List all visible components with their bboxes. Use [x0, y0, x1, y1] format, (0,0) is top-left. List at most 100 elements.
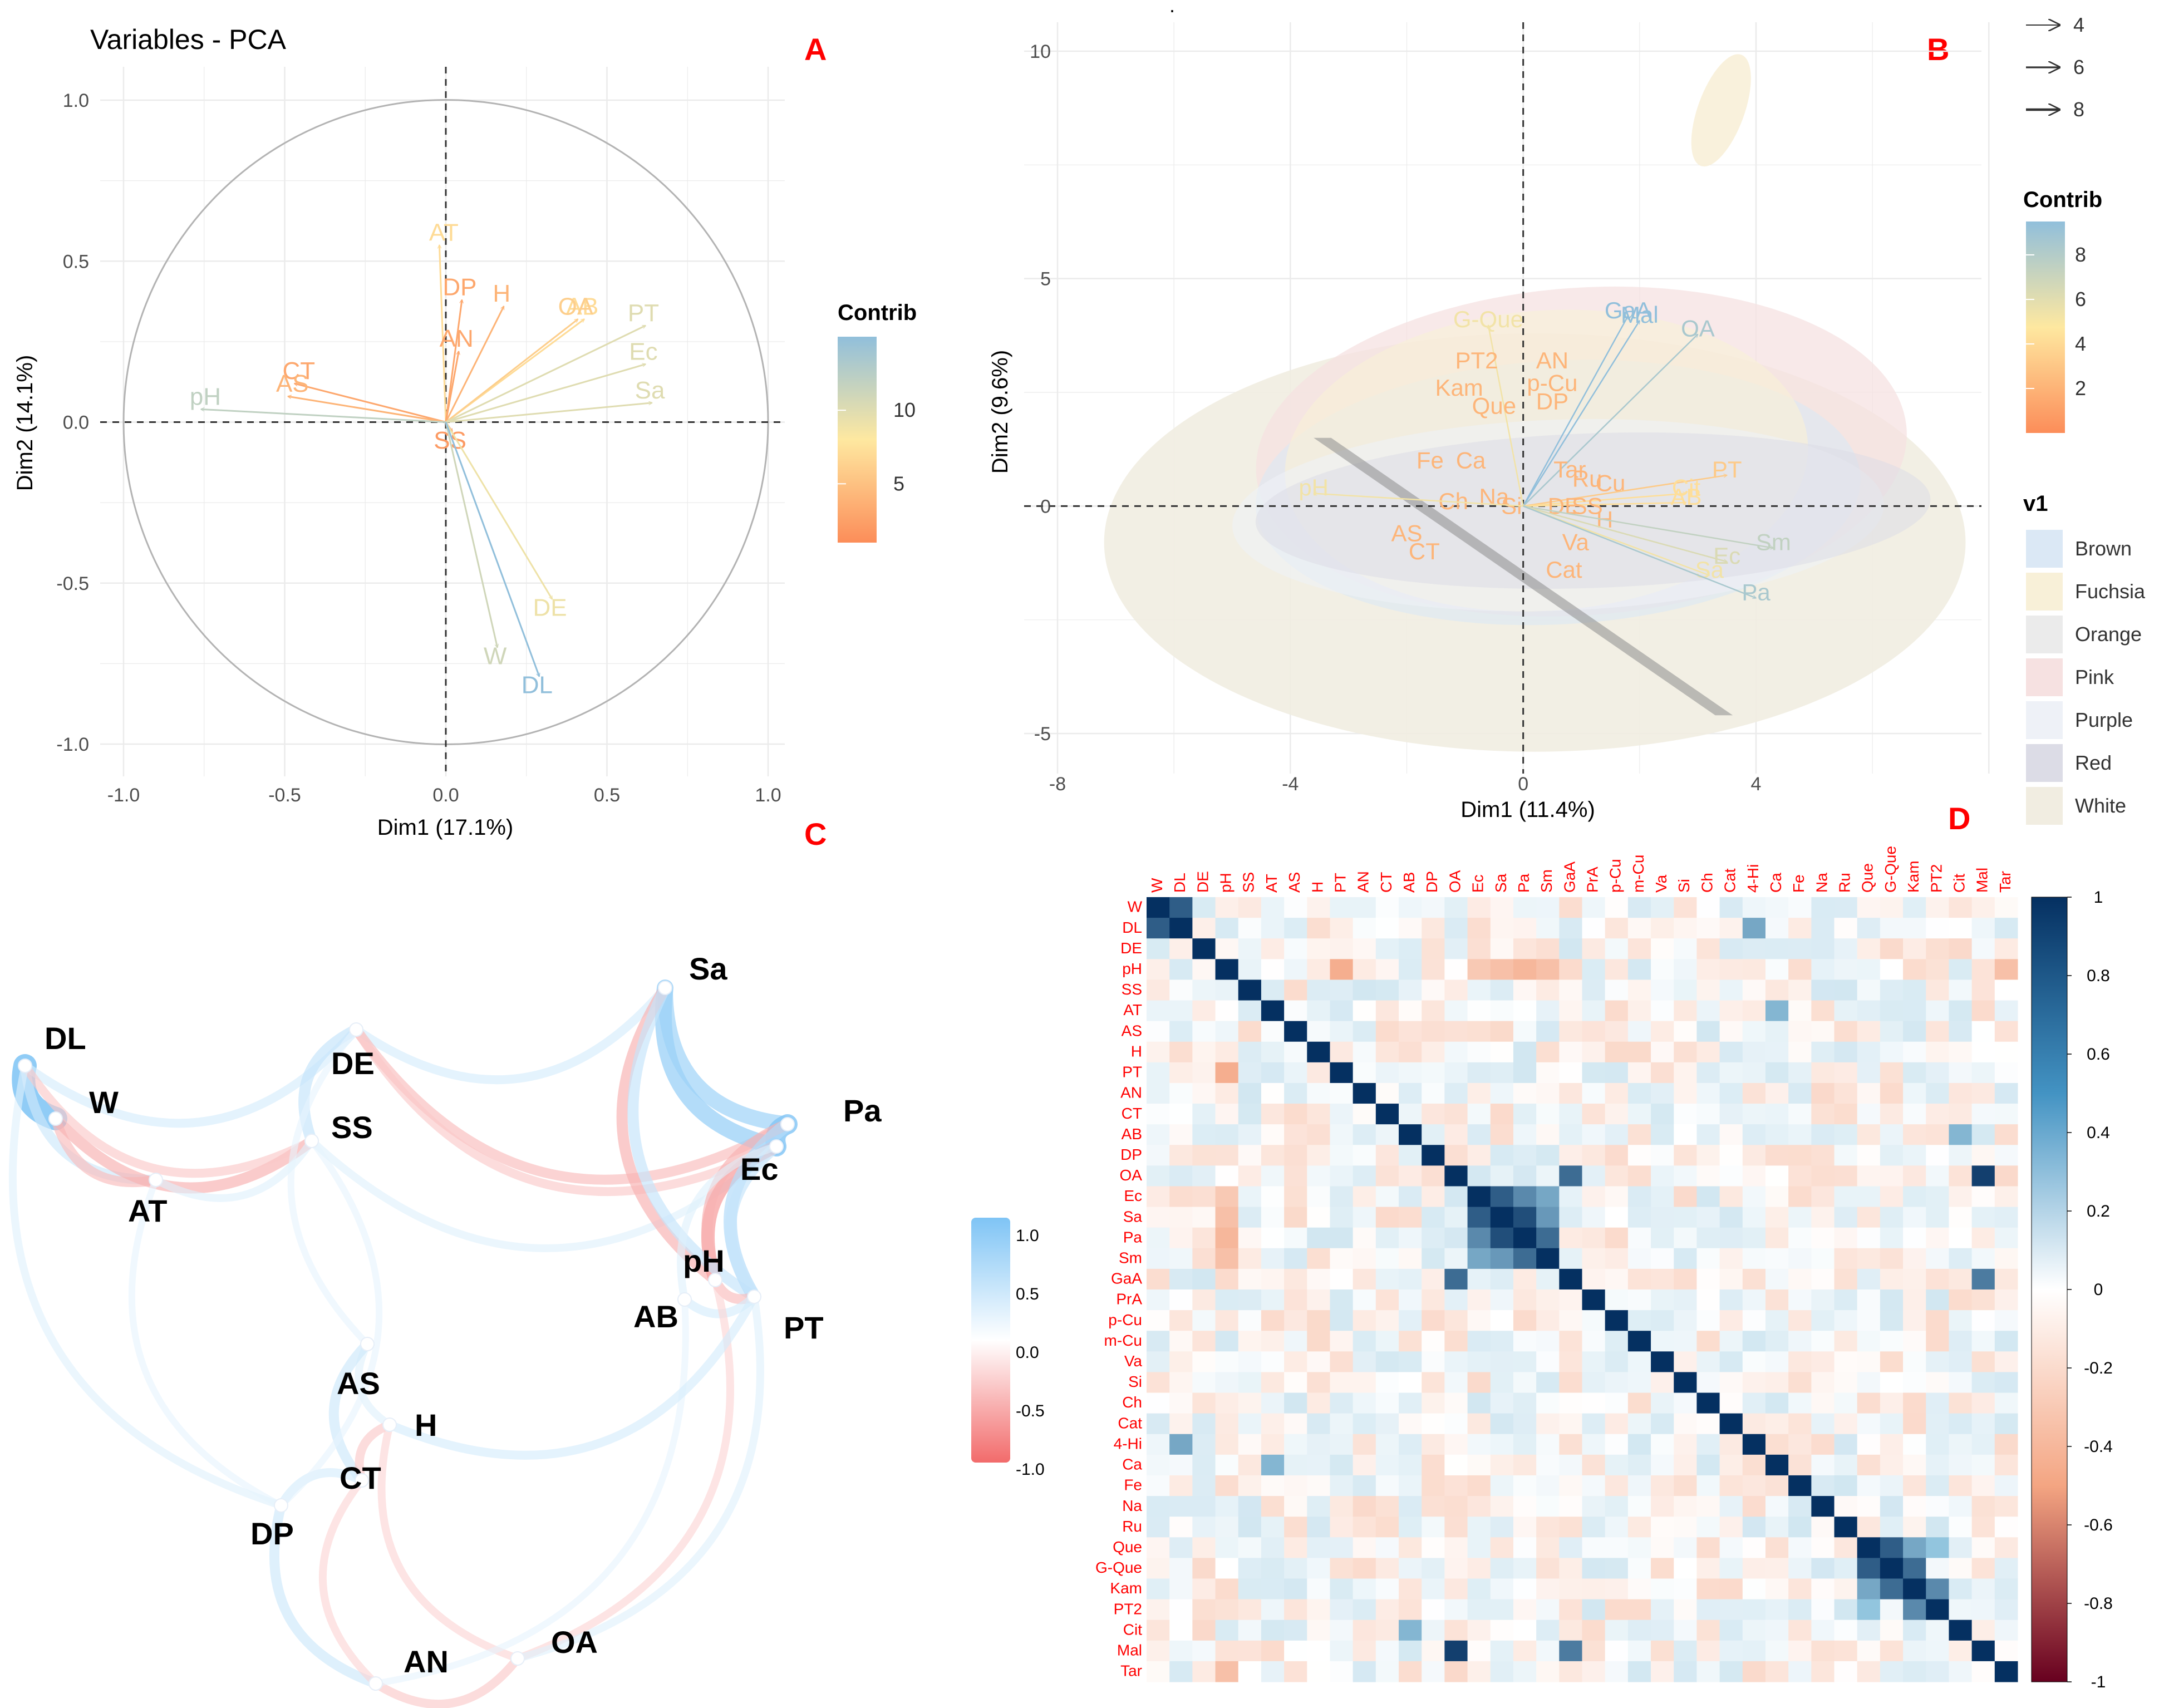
heatmap-cell [1971, 1578, 1995, 1600]
heatmap-cell [1375, 1310, 1399, 1331]
heatmap-cell [1422, 1392, 1445, 1414]
heatmap-cell [1147, 1310, 1170, 1331]
network-edge [355, 1420, 394, 1485]
heatmap-cell [1880, 1207, 1904, 1228]
heatmap-cell [1169, 1207, 1193, 1228]
heatmap-cell [1330, 1289, 1354, 1311]
heatmap-cell [1605, 918, 1629, 939]
heatmap-cell [1903, 1434, 1926, 1455]
heatmap-cell [1651, 918, 1674, 939]
heatmap-cell [1215, 1496, 1239, 1517]
heatmap-cell [1307, 1021, 1330, 1042]
heatmap-cell [1467, 1186, 1491, 1208]
heatmap-row-label: Kam [1110, 1579, 1142, 1597]
heatmap-cell [1719, 1062, 1743, 1084]
heatmap-cell [1399, 897, 1422, 918]
heatmap-cell [1582, 1599, 1606, 1621]
panel-a-y-tick-label: 1.0 [63, 90, 89, 111]
heatmap-cell [1903, 1413, 1926, 1435]
heatmap-row-label: GaA [1111, 1270, 1142, 1287]
heatmap-cell [1719, 1454, 1743, 1476]
heatmap-cell [1788, 1578, 1812, 1600]
heatmap-cell [1674, 1558, 1697, 1579]
heatmap-cell [1490, 1640, 1514, 1662]
heatmap-cell [1582, 1082, 1606, 1104]
heatmap-cell [1559, 1620, 1582, 1641]
panel-a-y-tick-label: -1.0 [56, 734, 89, 755]
heatmap-row-label: W [1128, 898, 1143, 915]
heatmap-cell [1444, 1558, 1468, 1579]
heatmap-cell [1353, 1640, 1376, 1662]
heatmap-cell [1169, 1310, 1193, 1331]
heatmap-cell [1559, 1021, 1582, 1042]
heatmap-cell [1834, 1517, 1858, 1538]
heatmap-col-label: Cat [1722, 868, 1739, 893]
heatmap-cell [1215, 1268, 1239, 1290]
heatmap-cell [1513, 1475, 1537, 1497]
heatmap-cell [1582, 1021, 1606, 1042]
heatmap-cell [1811, 1165, 1835, 1187]
heatmap-cell [1949, 1310, 1973, 1331]
heatmap-cell [1834, 1620, 1858, 1641]
heatmap-cell [1307, 959, 1330, 980]
heatmap-cell [1788, 1082, 1812, 1104]
heatmap-cell [1559, 1145, 1582, 1166]
heatmap-cell [1444, 1104, 1468, 1125]
heatmap-cell [1307, 1599, 1330, 1621]
colorbar-tick-label: 2 [2075, 377, 2086, 400]
heatmap-cell [1353, 1165, 1376, 1187]
heatmap-cell [1307, 1517, 1330, 1538]
heatmap-cell [1353, 1413, 1376, 1435]
heatmap-cell [1559, 938, 1582, 959]
heatmap-cell [1444, 1351, 1468, 1372]
heatmap-cell [1490, 1062, 1514, 1084]
heatmap-cell [1490, 1268, 1514, 1290]
size-legend-label: 8 [2073, 98, 2084, 121]
heatmap-cell [1857, 1000, 1881, 1022]
heatmap-cell [1674, 918, 1697, 939]
pca-arrow-Ec [445, 364, 646, 423]
heatmap-cell [1536, 1392, 1560, 1414]
heatmap-cell [1949, 1186, 1973, 1208]
heatmap-cell [1238, 1289, 1262, 1311]
heatmap-cell [1926, 1661, 1949, 1682]
heatmap-cell [1903, 1062, 1926, 1084]
heatmap-cell [1284, 1062, 1307, 1084]
heatmap-cell [1926, 1392, 1949, 1414]
heatmap-cell [1696, 1186, 1720, 1208]
heatmap-cell [1147, 1041, 1170, 1063]
heatmap-cell [1926, 1310, 1949, 1331]
heatmap-cell [1444, 1289, 1468, 1311]
network-node-label: DL [45, 1021, 86, 1056]
heatmap-cell [1490, 1351, 1514, 1372]
heatmap-cell [1926, 1413, 1949, 1435]
heatmap-cell [1765, 1227, 1789, 1249]
heatmap-cell [1261, 938, 1285, 959]
pca-var-label: CT [1409, 538, 1440, 564]
colorbar-tick-label: -0.6 [2084, 1516, 2113, 1534]
heatmap-row-label: SS [1122, 981, 1142, 998]
heatmap-cell [1719, 1661, 1743, 1682]
heatmap-cell [1811, 1207, 1835, 1228]
heatmap-cell [1949, 1392, 1973, 1414]
heatmap-cell [1147, 1082, 1170, 1104]
heatmap-cell [1513, 1310, 1537, 1331]
heatmap-cell [1674, 1454, 1697, 1476]
heatmap-cell [1399, 1268, 1422, 1290]
heatmap-cell [1811, 1227, 1835, 1249]
heatmap-cell [1536, 1558, 1560, 1579]
heatmap-cell [1627, 1599, 1651, 1621]
heatmap-cell [1651, 1640, 1674, 1662]
heatmap-cell [1903, 1124, 1926, 1145]
heatmap-cell [1811, 1517, 1835, 1538]
heatmap-cell [1490, 1165, 1514, 1187]
heatmap-cell [1674, 1372, 1697, 1394]
network-node [747, 1289, 761, 1304]
heatmap-cell [1192, 1620, 1216, 1641]
heatmap-cell [1261, 1331, 1285, 1352]
heatmap-cell [1903, 1372, 1926, 1394]
heatmap-cell [1169, 1537, 1193, 1558]
heatmap-cell [1215, 1413, 1239, 1435]
heatmap-cell [1399, 959, 1422, 980]
heatmap-cell [1788, 1620, 1812, 1641]
